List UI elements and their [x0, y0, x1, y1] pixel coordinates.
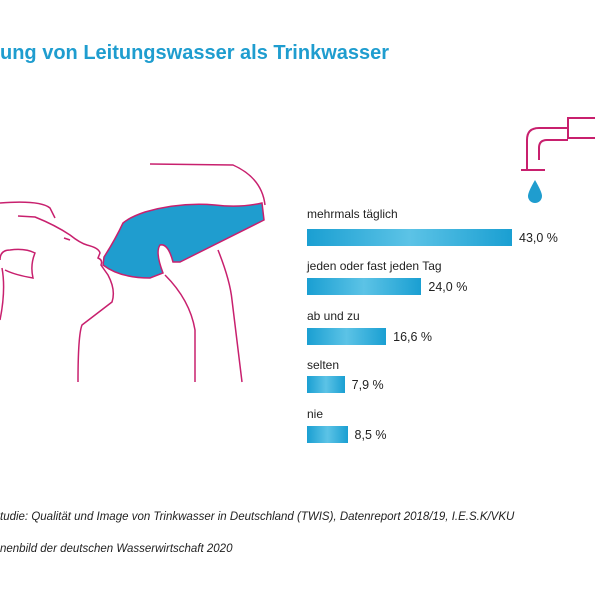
value-label: 8,5 % [354, 428, 387, 442]
bar [307, 376, 345, 393]
faucet-icon [521, 117, 595, 171]
bar [307, 278, 422, 295]
category-label: ab und zu [307, 309, 360, 323]
category-label: nie [307, 407, 324, 421]
bar [307, 426, 348, 443]
value-label: 7,9 % [351, 378, 384, 392]
chart-title: ung von Leitungswasser als Trinkwasser [0, 42, 390, 64]
bar [307, 229, 512, 246]
value-label: 16,6 % [393, 330, 433, 344]
category-label: jeden oder fast jeden Tag [307, 259, 442, 273]
source-footnote: tudie: Qualität und Image von Trinkwasse… [0, 511, 515, 523]
person-drinking-icon [0, 163, 266, 383]
category-label: mehrmals täglich [307, 207, 398, 221]
bar [307, 328, 387, 345]
category-label: selten [307, 358, 340, 372]
value-label: 24,0 % [428, 280, 468, 294]
value-label: 43,0 % [519, 231, 558, 245]
source-footnote: nenbild der deutschen Wasserwirtschaft 2… [0, 543, 233, 555]
water-drop-icon [528, 180, 542, 203]
bottle-icon [102, 202, 265, 279]
